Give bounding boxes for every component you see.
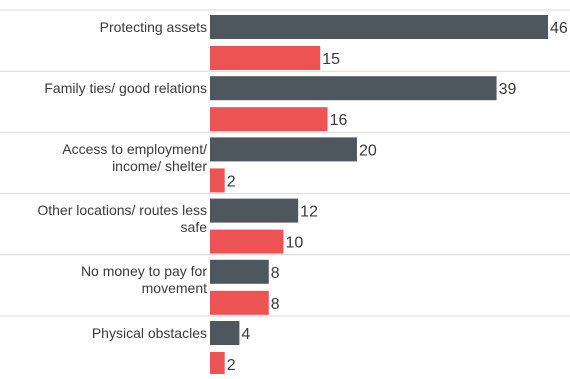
bar-series-1 (210, 321, 240, 345)
data-label: 39 (499, 81, 517, 98)
category-label-line: Physical obstacles (91, 324, 207, 341)
data-label: 15 (322, 51, 340, 68)
category-label: Physical obstacles (0, 325, 207, 342)
category-label-line: Protecting assets (99, 18, 207, 35)
category-label-line: movement (141, 280, 207, 297)
category-label: Other locations/ routes less safe (0, 202, 207, 236)
category-label-line: Access to employment/ (62, 140, 207, 157)
data-label: 46 (550, 20, 568, 37)
bar-series-2 (210, 107, 328, 132)
bar-series-2 (210, 290, 269, 315)
category-label-line: Other locations/ routes less (37, 202, 207, 219)
bar-series-1 (210, 76, 497, 101)
bar-series-2 (210, 352, 225, 376)
bar-series-2 (210, 168, 225, 193)
data-label: 8 (271, 265, 280, 282)
category-label: Protecting assets (0, 19, 207, 36)
bar-series-1 (210, 259, 269, 284)
data-label: 12 (300, 204, 318, 221)
category-label-line: income/ shelter (112, 157, 207, 174)
bar-series-2 (210, 229, 284, 254)
category-label-line: safe (180, 219, 207, 236)
data-label: 8 (271, 296, 280, 313)
category-label: No money to pay for movement (0, 263, 207, 297)
bar-series-2 (210, 46, 321, 70)
data-label: 2 (227, 173, 236, 190)
bar-series-1 (210, 137, 357, 162)
data-label: 20 (359, 142, 377, 159)
data-label: 10 (285, 235, 303, 252)
bar-series-1 (210, 198, 299, 223)
data-label: 4 (241, 326, 250, 343)
category-label: Access to employment/income/ shelter (0, 141, 207, 175)
category-label: Family ties/ good relations (0, 80, 207, 97)
category-label-line: Family ties/ good relations (44, 79, 207, 96)
data-label: 2 (227, 357, 236, 374)
data-label: 16 (330, 112, 348, 129)
category-label-line: No money to pay for (80, 263, 207, 280)
bar-series-1 (210, 15, 548, 39)
